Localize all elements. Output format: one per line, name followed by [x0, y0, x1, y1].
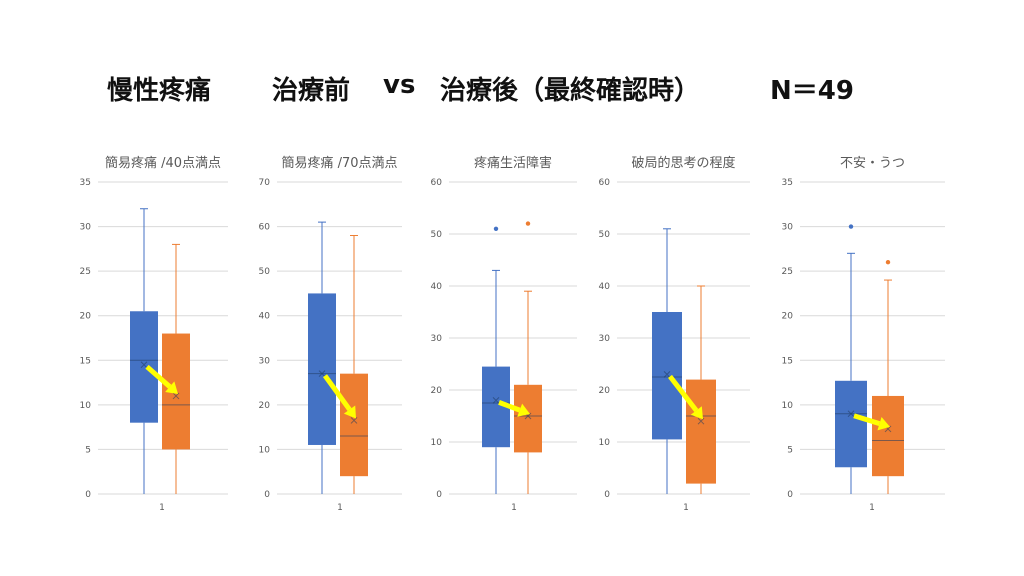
y-tick-label: 0	[264, 490, 270, 500]
iqr-box	[130, 311, 158, 423]
decrease-arrow-head	[690, 406, 703, 420]
y-tick-label: 60	[599, 178, 611, 188]
y-tick-label: 15	[80, 356, 91, 366]
y-tick-label: 35	[80, 178, 91, 188]
slide-title: 慢性疼痛 治療前 vs 治療後（最終確認時） N＝49	[0, 70, 1024, 106]
y-tick-label: 20	[80, 312, 92, 322]
y-tick-label: 0	[604, 490, 610, 500]
decrease-arrow-shaft	[145, 364, 172, 389]
x-tick-label: 1	[683, 503, 689, 513]
iqr-box	[652, 312, 682, 440]
decrease-arrow-head	[343, 405, 356, 419]
outlier-point	[848, 224, 854, 229]
chart-4: 破局的思考の程度 0 10 20 30 40 50 60 1	[599, 155, 750, 513]
y-tick-label: 50	[599, 230, 611, 240]
chart-title: 簡易疼痛 /70点満点	[281, 155, 397, 171]
y-tick-label: 0	[85, 490, 91, 500]
iqr-box	[686, 379, 716, 484]
y-tick-label: 60	[259, 223, 271, 233]
y-tick-label: 10	[259, 445, 271, 455]
mean-marker	[318, 370, 326, 378]
y-tick-label: 40	[599, 282, 611, 292]
y-tick-label: 30	[80, 223, 92, 233]
y-tick-label: 20	[782, 312, 794, 322]
y-tick-label: 35	[782, 178, 793, 188]
outlier-point	[493, 226, 499, 231]
y-tick-label: 30	[259, 356, 271, 366]
chart-title: 簡易疼痛 /40点満点	[105, 155, 221, 171]
title-sample-size: N＝49	[770, 76, 854, 106]
title-before: 治療前	[272, 76, 351, 106]
y-tick-label: 30	[431, 334, 443, 344]
y-tick-label: 30	[599, 334, 611, 344]
y-tick-label: 70	[259, 178, 271, 188]
decrease-arrow-head	[165, 381, 178, 394]
y-tick-label: 40	[431, 282, 443, 292]
y-tick-label: 10	[599, 438, 611, 448]
mean-marker	[140, 361, 148, 369]
x-tick-label: 1	[869, 503, 875, 513]
y-tick-label: 10	[782, 401, 794, 411]
title-condition: 慢性疼痛	[107, 76, 212, 106]
x-tick-label: 1	[337, 503, 343, 513]
y-tick-label: 20	[599, 386, 611, 396]
y-tick-label: 0	[787, 490, 793, 500]
decrease-arrow-shaft	[668, 374, 699, 413]
title-after: 治療後（最終確認時）	[440, 76, 701, 106]
chart-3: 疼痛生活障害 0 10 20 30 40 50 60 1	[431, 155, 577, 513]
y-tick-label: 25	[80, 267, 91, 277]
mean-marker	[663, 371, 671, 378]
y-tick-label: 5	[787, 445, 793, 455]
iqr-box	[872, 395, 904, 477]
mean-marker	[492, 397, 500, 404]
title-vs: vs	[383, 70, 416, 100]
y-tick-label: 30	[782, 223, 794, 233]
mean-marker	[350, 417, 358, 424]
y-tick-label: 15	[782, 356, 793, 366]
mean-marker	[847, 410, 855, 418]
chart-title: 疼痛生活障害	[474, 155, 552, 171]
chart-1: 簡易疼痛 /40点満点 0 5 10 15 20 25 30 35 1	[80, 155, 228, 513]
decrease-arrow-head	[517, 403, 530, 417]
iqr-box	[308, 293, 336, 445]
y-tick-label: 50	[259, 267, 271, 277]
outlier-point	[525, 221, 531, 226]
y-tick-label: 20	[431, 386, 443, 396]
y-tick-label: 50	[431, 230, 443, 240]
y-tick-label: 25	[782, 267, 793, 277]
decrease-arrow-shaft	[853, 413, 881, 427]
outlier-point	[885, 260, 891, 265]
iqr-box	[514, 384, 542, 453]
iqr-box	[340, 373, 368, 477]
decrease-arrow-shaft	[498, 400, 521, 413]
y-tick-label: 10	[80, 401, 92, 411]
decrease-arrow-shaft	[322, 374, 352, 412]
decrease-arrow-head	[877, 416, 890, 431]
chart-5: 不安・うつ 0 5 10 15 20 25 30 35 1	[782, 156, 945, 513]
chart-2: 簡易疼痛 /70点満点 0 10 20 30 40 50 60 70 1	[259, 155, 402, 513]
y-tick-label: 20	[259, 401, 271, 411]
x-tick-label: 1	[511, 503, 517, 513]
y-tick-label: 0	[436, 490, 442, 500]
y-tick-label: 60	[431, 178, 443, 188]
y-tick-label: 5	[85, 445, 91, 455]
chart-title: 破局的思考の程度	[631, 155, 735, 171]
y-tick-label: 10	[431, 438, 443, 448]
mean-marker	[172, 392, 180, 400]
chart-title: 不安・うつ	[840, 156, 905, 171]
y-tick-label: 40	[259, 312, 271, 322]
x-tick-label: 1	[159, 503, 165, 513]
iqr-box	[835, 380, 867, 468]
